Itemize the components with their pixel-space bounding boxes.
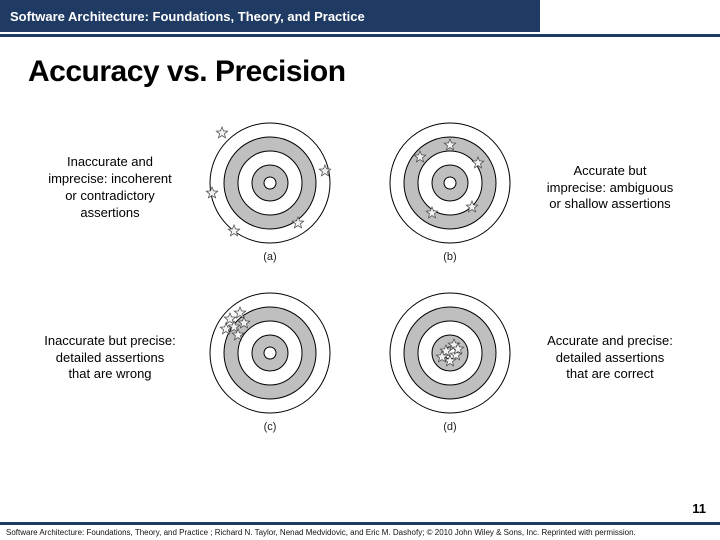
header-bar: Software Architecture: Foundations, Theo… [0,0,540,32]
header-title: Software Architecture: Foundations, Theo… [10,9,365,24]
caption-c: Inaccurate but precise: detailed asserti… [40,273,180,443]
target-d: (d) [360,273,540,443]
caption-d: Accurate and precise: detailed assertion… [540,273,680,443]
slide-title: Accuracy vs. Precision [28,55,692,89]
sublabel-d: (d) [443,421,456,433]
footer-citation: Software Architecture: Foundations, Theo… [0,522,720,540]
sublabel-a: (a) [263,251,276,263]
sublabel-b: (b) [443,251,456,263]
page-number: 11 [692,501,706,516]
target-c: (c) [180,273,360,443]
target-b: (b) [360,103,540,273]
slide-main: Accuracy vs. Precision Inaccurate and im… [0,37,720,443]
target-a: (a) [180,103,360,273]
caption-b: Accurate but imprecise: ambiguous or sha… [540,103,680,273]
diagram-grid: Inaccurate and imprecise: incoherent or … [28,103,692,443]
caption-a: Inaccurate and imprecise: incoherent or … [40,103,180,273]
sublabel-c: (c) [264,421,277,433]
